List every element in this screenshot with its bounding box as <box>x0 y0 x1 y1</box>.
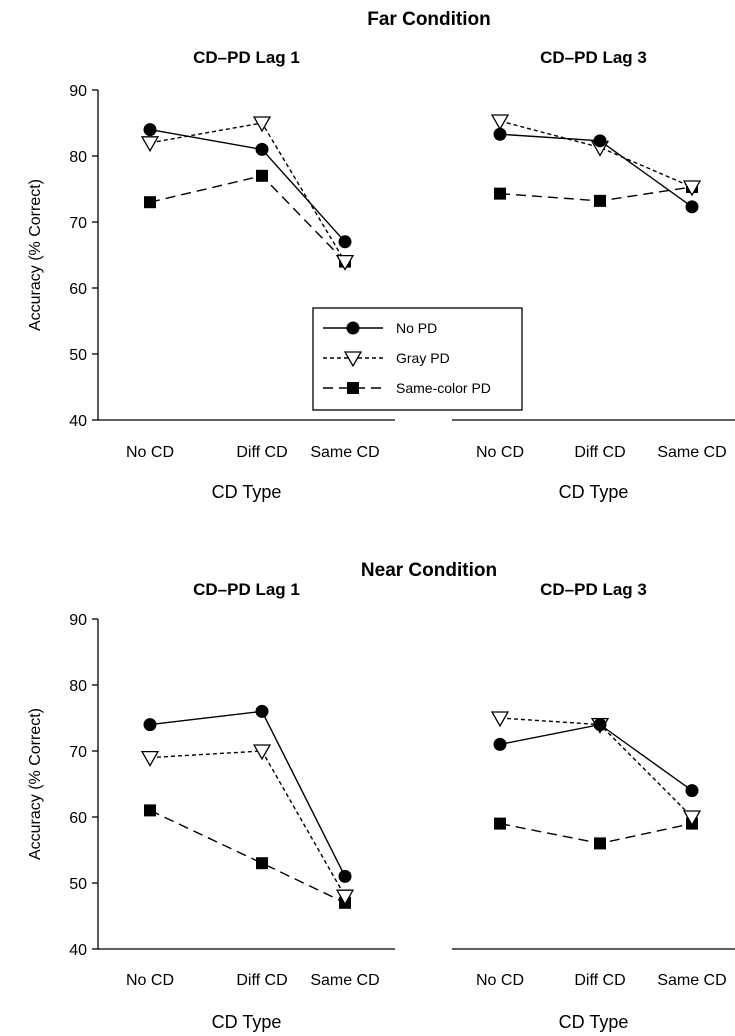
x-axis-label: CD Type <box>212 482 282 502</box>
y-tick-label: 70 <box>69 744 87 761</box>
x-tick-label: Diff CD <box>236 972 287 989</box>
x-tick-label: Diff CD <box>574 972 625 989</box>
panel-title: CD–PD Lag 3 <box>540 580 647 599</box>
chart-panel-1: CD–PD Lag 1 40 50 60 70 80 90 Accuracy (% Corre… <box>27 48 395 502</box>
data-point-circle <box>255 142 269 156</box>
series-line-triangle-down <box>499 717 693 818</box>
x-tick-label: No CD <box>126 972 174 989</box>
data-point-circle <box>338 235 352 249</box>
panel-title: CD–PD Lag 1 <box>193 580 300 599</box>
data-point-circle <box>685 784 699 798</box>
legend-label: No PD <box>396 320 437 336</box>
data-point-square <box>256 169 268 182</box>
data-point-circle <box>255 704 269 718</box>
data-point-square <box>256 857 268 870</box>
data-point-circle <box>143 123 157 137</box>
data-point-triangle-down <box>140 750 160 767</box>
chart-panel-2: CD–PD Lag 3 No CD Diff CD Same CD CD Type <box>452 48 735 502</box>
group-title-near: Near Condition <box>361 560 497 581</box>
panel-title: CD–PD Lag 3 <box>540 48 647 67</box>
data-point-square <box>594 837 606 850</box>
data-point-square <box>594 194 606 207</box>
data-point-square <box>144 804 156 817</box>
x-tick-label: No CD <box>476 972 524 989</box>
legend: No PD Gray PD Same-color PD <box>312 307 523 411</box>
x-tick-label: Same CD <box>657 444 726 461</box>
x-tick-label: No CD <box>476 444 524 461</box>
x-axis-label: CD Type <box>212 1012 282 1032</box>
data-point-circle <box>593 134 607 148</box>
y-tick-label: 80 <box>69 678 87 695</box>
y-tick-label: 60 <box>69 810 87 827</box>
y-tick-label: 80 <box>69 149 87 166</box>
group-title-far: Far Condition <box>367 9 490 30</box>
y-tick-label: 50 <box>69 876 87 893</box>
data-point-circle <box>493 127 507 141</box>
data-point-triangle-down <box>682 180 702 197</box>
data-point-triangle-down <box>335 254 355 271</box>
y-tick-label: 50 <box>69 347 87 364</box>
data-point-circle <box>338 869 352 883</box>
data-point-triangle-down <box>682 810 702 827</box>
data-point-square <box>144 196 156 209</box>
chart-panel-4: CD–PD Lag 3 No CD Diff CD Same CD CD Type <box>452 580 735 1032</box>
legend-marker-square <box>347 382 359 394</box>
data-point-square <box>494 817 506 830</box>
legend-label: Same-color PD <box>396 380 491 396</box>
series-line-square <box>149 809 346 904</box>
data-point-circle <box>685 200 699 214</box>
series-line-triangle-down <box>499 120 693 188</box>
x-tick-label: Diff CD <box>236 444 287 461</box>
data-point-triangle-down <box>252 116 272 133</box>
x-tick-label: No CD <box>126 444 174 461</box>
data-point-circle <box>493 737 507 751</box>
data-point-square <box>494 187 506 200</box>
x-tick-label: Same CD <box>310 444 379 461</box>
panel-title: CD–PD Lag 1 <box>193 48 300 67</box>
x-tick-label: Diff CD <box>574 444 625 461</box>
y-tick-label: 70 <box>69 215 87 232</box>
y-tick-label: 60 <box>69 281 87 298</box>
y-tick-label: 40 <box>69 413 87 430</box>
data-point-triangle-down <box>140 136 160 153</box>
data-point-triangle-down <box>490 114 510 131</box>
series-line-circle <box>149 128 346 243</box>
legend-label: Gray PD <box>396 350 450 366</box>
legend-marker-triangle-down <box>343 351 363 368</box>
data-point-triangle-down <box>252 744 272 761</box>
y-tick-label: 40 <box>69 942 87 959</box>
y-axis-label: Accuracy (% Correct) <box>27 708 44 860</box>
x-axis-label: CD Type <box>559 482 629 502</box>
x-axis-label: CD Type <box>559 1012 629 1032</box>
chart-panel-3: CD–PD Lag 1 40 50 60 70 80 90 Accuracy (% Corre… <box>27 580 395 1032</box>
series-line-square <box>149 175 346 263</box>
chart-panels: CD–PD Lag 1 40 50 60 70 80 90 Accuracy (% Corre… <box>27 48 735 1032</box>
y-tick-label: 90 <box>69 83 87 100</box>
series-line-circle <box>149 710 346 877</box>
y-axis-label: Accuracy (% Correct) <box>27 179 44 331</box>
data-point-circle <box>143 718 157 732</box>
series-line-triangle-down <box>149 122 346 262</box>
legend-marker-circle <box>346 321 360 335</box>
y-tick-label: 90 <box>69 612 87 629</box>
data-point-circle <box>593 718 607 732</box>
series-line-circle <box>499 723 693 792</box>
x-tick-label: Same CD <box>657 972 726 989</box>
data-point-triangle-down <box>335 889 355 906</box>
data-point-triangle-down <box>490 711 510 728</box>
x-tick-label: Same CD <box>310 972 379 989</box>
